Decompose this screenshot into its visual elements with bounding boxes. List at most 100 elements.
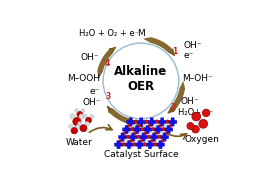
FancyBboxPatch shape [137, 120, 145, 124]
Text: M: M [137, 29, 145, 38]
FancyBboxPatch shape [117, 140, 120, 149]
Circle shape [148, 124, 151, 127]
Circle shape [126, 135, 130, 139]
Circle shape [145, 120, 148, 123]
FancyBboxPatch shape [167, 125, 170, 134]
Text: Alkaline
OER: Alkaline OER [114, 65, 167, 93]
FancyBboxPatch shape [138, 140, 141, 149]
FancyBboxPatch shape [159, 140, 162, 149]
Circle shape [159, 124, 162, 127]
FancyBboxPatch shape [129, 136, 137, 139]
Circle shape [145, 139, 148, 142]
FancyBboxPatch shape [156, 125, 160, 134]
Circle shape [130, 139, 133, 142]
Circle shape [133, 143, 136, 146]
Circle shape [150, 139, 153, 142]
Circle shape [161, 139, 164, 142]
Circle shape [155, 120, 159, 123]
Text: Catalyst Surface: Catalyst Surface [104, 150, 178, 159]
Text: M–OOH: M–OOH [67, 74, 100, 83]
Circle shape [134, 120, 138, 123]
Text: Water: Water [66, 138, 92, 147]
FancyBboxPatch shape [163, 133, 166, 141]
Circle shape [129, 132, 131, 135]
Circle shape [125, 139, 127, 142]
Polygon shape [107, 106, 139, 125]
Text: M–OH⁻: M–OH⁻ [182, 74, 212, 83]
FancyBboxPatch shape [154, 128, 162, 131]
Circle shape [187, 122, 194, 129]
FancyBboxPatch shape [146, 143, 154, 146]
Circle shape [192, 112, 200, 121]
Text: 4: 4 [105, 59, 110, 68]
FancyBboxPatch shape [139, 136, 148, 139]
FancyBboxPatch shape [136, 125, 139, 134]
Circle shape [155, 132, 158, 135]
Text: e⁻: e⁻ [183, 51, 194, 60]
Circle shape [150, 132, 152, 135]
Circle shape [164, 124, 167, 127]
FancyBboxPatch shape [161, 118, 164, 126]
Circle shape [165, 132, 168, 135]
FancyBboxPatch shape [150, 136, 158, 139]
FancyBboxPatch shape [146, 125, 149, 134]
FancyBboxPatch shape [140, 118, 143, 126]
Text: 1: 1 [172, 46, 177, 56]
Text: M–O: M–O [131, 122, 151, 131]
FancyBboxPatch shape [147, 120, 156, 124]
Circle shape [80, 125, 87, 132]
FancyBboxPatch shape [118, 136, 127, 139]
Text: OH⁻: OH⁻ [183, 41, 202, 50]
Polygon shape [168, 81, 185, 113]
FancyBboxPatch shape [156, 143, 165, 146]
Circle shape [81, 109, 85, 112]
Circle shape [69, 125, 73, 128]
Circle shape [135, 139, 138, 142]
Circle shape [154, 124, 156, 127]
Circle shape [166, 120, 169, 123]
FancyBboxPatch shape [169, 120, 177, 124]
Circle shape [139, 132, 142, 135]
FancyBboxPatch shape [121, 133, 124, 141]
Circle shape [127, 124, 130, 127]
Circle shape [78, 122, 82, 126]
Circle shape [140, 139, 143, 142]
Circle shape [162, 127, 165, 131]
Circle shape [76, 125, 80, 128]
Text: 3: 3 [106, 92, 111, 101]
FancyBboxPatch shape [160, 136, 169, 139]
Circle shape [137, 135, 140, 139]
FancyBboxPatch shape [131, 133, 135, 141]
Circle shape [73, 118, 81, 126]
Circle shape [169, 124, 172, 127]
FancyBboxPatch shape [143, 128, 152, 131]
FancyBboxPatch shape [127, 140, 131, 149]
Circle shape [70, 114, 75, 119]
Circle shape [143, 124, 146, 127]
FancyBboxPatch shape [142, 133, 145, 141]
Circle shape [119, 139, 122, 142]
Circle shape [202, 109, 210, 117]
Circle shape [156, 139, 159, 142]
FancyBboxPatch shape [148, 140, 152, 149]
Circle shape [130, 127, 134, 131]
Circle shape [144, 132, 147, 135]
FancyBboxPatch shape [158, 120, 166, 124]
Circle shape [147, 135, 150, 139]
Circle shape [71, 127, 78, 134]
FancyBboxPatch shape [125, 125, 128, 134]
Text: H₂O + O₂ + e⁻: H₂O + O₂ + e⁻ [79, 29, 139, 38]
Circle shape [141, 127, 144, 131]
FancyBboxPatch shape [129, 118, 132, 126]
Polygon shape [97, 47, 116, 79]
Circle shape [86, 117, 92, 123]
Circle shape [158, 135, 161, 139]
Text: OH⁻: OH⁻ [82, 98, 101, 107]
Circle shape [143, 143, 147, 146]
Circle shape [153, 143, 157, 146]
Text: e⁻: e⁻ [89, 87, 100, 96]
FancyBboxPatch shape [125, 143, 133, 146]
Circle shape [77, 112, 83, 117]
Circle shape [199, 119, 208, 128]
FancyBboxPatch shape [122, 128, 131, 131]
